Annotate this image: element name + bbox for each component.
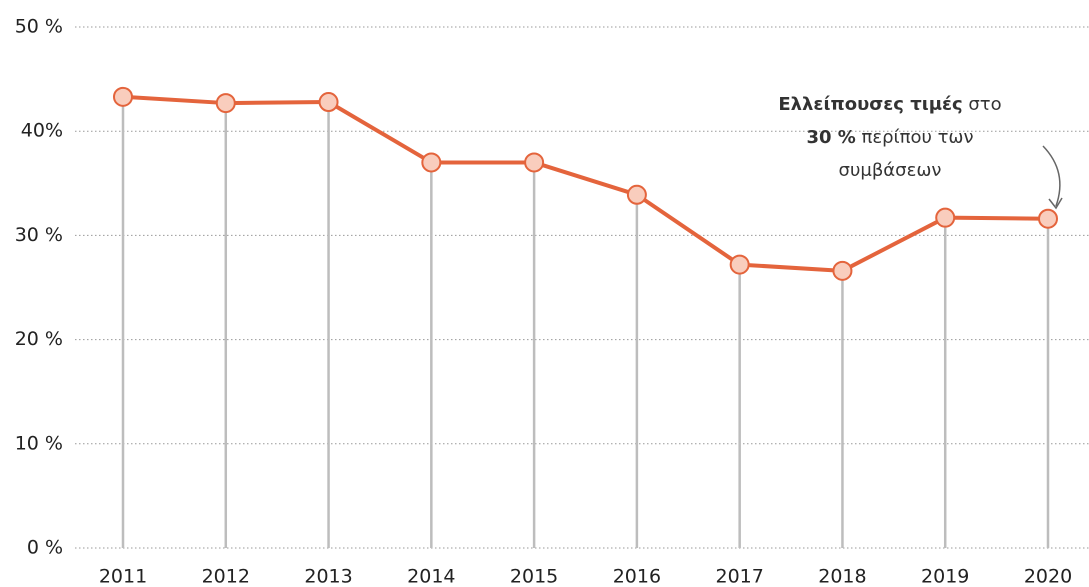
annotation: 30 % περίπου των (806, 127, 973, 148)
y-tick-label: 20 % (15, 328, 63, 350)
annotation-part: Ελλείπουσες τιμές (778, 94, 962, 115)
marker (421, 152, 442, 173)
marker (113, 86, 133, 107)
x-tick-label: 2018 (818, 566, 866, 587)
marker (832, 260, 853, 281)
x-tick-label: 2020 (1024, 566, 1072, 587)
y-tick-label: 10 % (15, 432, 63, 454)
marker (318, 92, 339, 113)
line (122, 94, 1049, 273)
x-tick-label: 2012 (202, 566, 250, 587)
x-tick-label: 2016 (613, 566, 661, 587)
annotation-part: συμβάσεων (839, 160, 942, 181)
annotation-arrow (1042, 145, 1061, 207)
marker (729, 254, 750, 275)
annotation-arrowhead (1048, 197, 1063, 210)
x-tick-label: 2017 (715, 566, 763, 587)
x-tick-label: 2015 (510, 566, 558, 587)
x-tick-label: 2014 (407, 566, 455, 587)
y-tick-label: 0 % (27, 537, 63, 559)
y-tick-label: 50 % (15, 16, 63, 38)
x-tick-label: 2011 (99, 566, 147, 587)
x-tick-label: 2013 (304, 566, 352, 587)
annotation-part: 30 % (806, 127, 855, 148)
annotation-part: περίπου των (856, 127, 974, 148)
y-tick-label: 40% (21, 120, 63, 142)
annotation: Ελλείπουσες τιμές στο (778, 94, 1001, 115)
marker (524, 152, 545, 173)
annotation: συμβάσεων (839, 160, 942, 181)
x-tick-label: 2019 (921, 566, 969, 587)
y-tick-label: 30 % (15, 224, 63, 246)
marker (1038, 208, 1058, 229)
annotation-part: στο (963, 94, 1002, 115)
marker (215, 93, 236, 114)
marker (935, 207, 956, 228)
marker (626, 184, 647, 205)
